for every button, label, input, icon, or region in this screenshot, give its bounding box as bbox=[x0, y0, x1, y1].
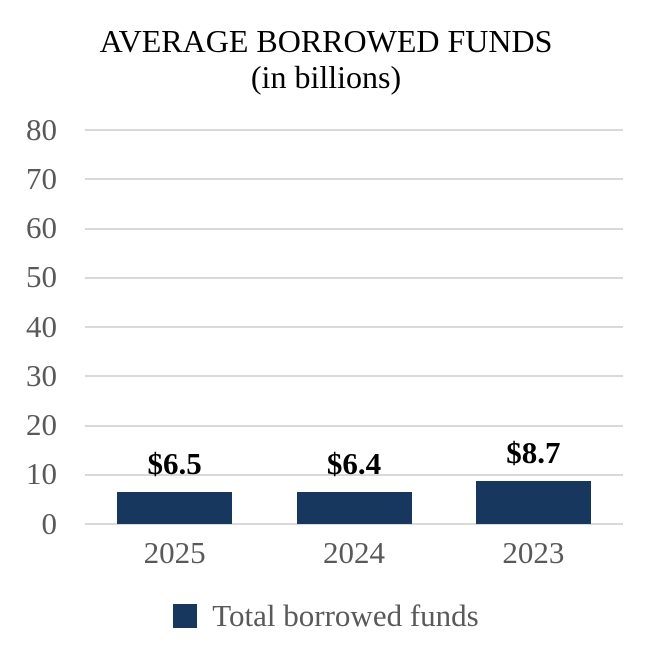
y-axis-tick-label: 10 bbox=[26, 456, 57, 492]
y-axis-tick-label: 20 bbox=[26, 407, 57, 442]
gridline bbox=[85, 129, 623, 131]
bar-value-label: $6.4 bbox=[326, 446, 382, 482]
legend: Total borrowed funds bbox=[0, 598, 652, 634]
gridline bbox=[85, 473, 623, 476]
x-axis-category-label: 2025 bbox=[143, 535, 206, 570]
bar-2025 bbox=[117, 491, 233, 524]
y-axis-tick-label: 80 bbox=[26, 111, 57, 147]
y-axis-tick-label: 50 bbox=[26, 259, 57, 295]
gridline bbox=[85, 375, 623, 378]
x-axis-category-label: 2024 bbox=[323, 535, 385, 570]
y-axis-tick-label: 30 bbox=[26, 357, 57, 393]
gridline bbox=[85, 326, 623, 328]
bar-value-label: $8.7 bbox=[506, 435, 561, 471]
legend-label: Total borrowed funds bbox=[212, 598, 479, 633]
bar-value-label: $6.5 bbox=[147, 445, 202, 481]
gridline bbox=[85, 178, 623, 181]
bar-2024 bbox=[296, 492, 412, 524]
gridline bbox=[85, 424, 623, 427]
legend-swatch-icon bbox=[173, 604, 198, 628]
bar-2023 bbox=[475, 481, 591, 524]
x-axis-category-label: 2023 bbox=[502, 535, 565, 570]
y-axis-tick-label: 40 bbox=[26, 308, 57, 344]
y-axis-tick-label: 70 bbox=[26, 160, 57, 196]
y-axis-tick-label: 60 bbox=[26, 210, 57, 245]
gridline bbox=[85, 523, 623, 525]
gridline bbox=[85, 227, 623, 230]
chart-title: AVERAGE BORROWED FUNDS bbox=[99, 23, 553, 59]
gridline bbox=[85, 276, 623, 279]
chart-subtitle: (in billions) bbox=[250, 59, 402, 95]
y-axis-tick-label: 0 bbox=[41, 505, 58, 541]
